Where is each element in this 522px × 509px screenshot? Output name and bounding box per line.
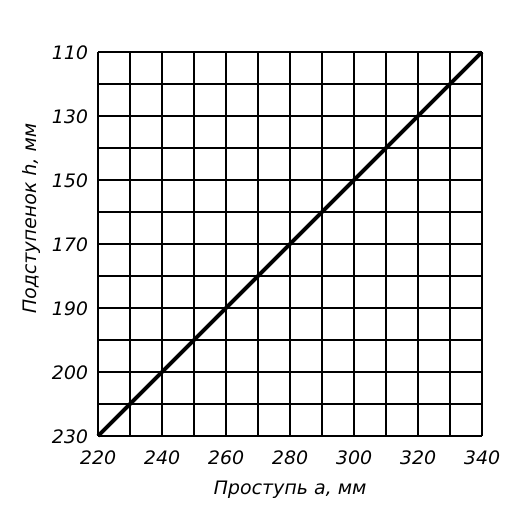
plot-grid (97, 51, 483, 437)
y-tick-label: 200 (52, 362, 88, 384)
y-tick-label: 130 (52, 106, 88, 128)
y-tick-label: 170 (52, 234, 88, 256)
y-tick-label: 110 (52, 42, 88, 64)
y-tick-label: 150 (52, 170, 88, 192)
x-tick-label: 280 (272, 447, 308, 469)
x-axis-title: Проступь a, мм (214, 477, 367, 499)
x-tick-labels: 220 240 260 280 300 320 340 (80, 447, 500, 469)
x-tick-label: 220 (80, 447, 116, 469)
x-tick-label: 340 (464, 447, 500, 469)
plot-series (96, 50, 484, 438)
x-tick-label: 300 (336, 447, 372, 469)
x-tick-label: 320 (400, 447, 436, 469)
x-tick-label: 240 (144, 447, 180, 469)
x-tick-label: 260 (208, 447, 244, 469)
y-tick-label: 190 (52, 298, 88, 320)
y-tick-labels: 110 130 150 170 190 200 230 (52, 42, 88, 448)
y-tick-label: 230 (52, 426, 88, 448)
y-axis-title: Подступенок h, мм (19, 123, 41, 313)
data-series-line (96, 50, 484, 438)
